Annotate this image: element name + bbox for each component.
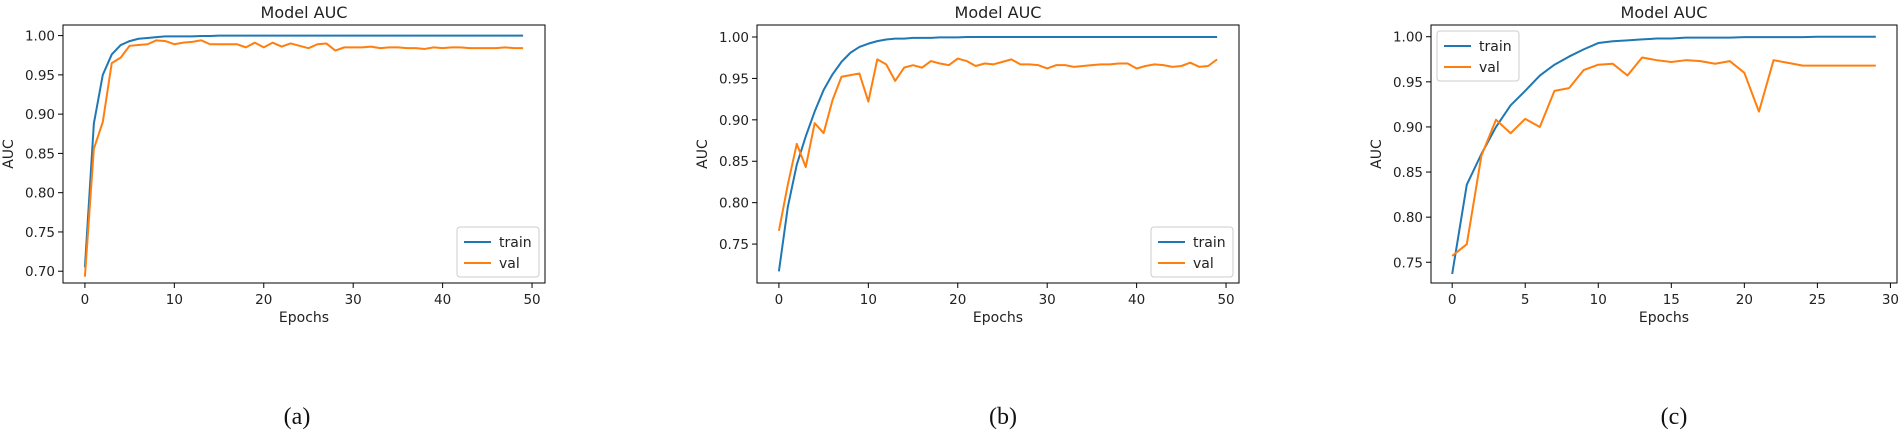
legend-label-train: train [1193,235,1226,251]
y-tick-label: 0.95 [719,71,749,87]
x-tick-label: 20 [949,292,966,308]
series-line-train [777,36,1218,272]
legend-label-val: val [1193,256,1214,272]
chart-title: Model AUC [955,3,1042,22]
y-tick-label: 1.00 [25,29,55,45]
x-tick-label: 50 [1217,292,1234,308]
x-tick-label: 40 [434,292,451,308]
legend-box [1436,30,1520,82]
x-tick-label: 40 [1128,292,1145,308]
legend-box [456,226,540,278]
x-tick-label: 20 [1736,292,1753,308]
legend-label-train: train [499,235,532,251]
axes-frame [1430,24,1898,284]
chart-title: Model AUC [1621,3,1708,22]
x-tick-label: 25 [1809,292,1826,308]
legend: train val [456,226,540,278]
x-tick-label: 30 [1039,292,1056,308]
y-tick-label: 0.75 [719,237,749,253]
y-tick-label: 0.80 [1393,210,1423,226]
legend-box [1150,226,1234,278]
chart-panel-0: Model AUC 0 10 20 30 40 50 0.70 0.75 0.80 0.85 0.90… [1,3,546,430]
x-tick-label: 0 [81,292,90,308]
x-axis-label: Epochs [1639,310,1689,326]
legend: train val [1150,226,1234,278]
y-axis-label: AUC [695,139,711,169]
legend-label-val: val [1479,60,1500,76]
y-tick-label: 0.95 [1393,75,1423,91]
series-line-train [1451,35,1876,275]
chart-panel-1: Model AUC 0 10 20 30 40 50 0.75 0.80 0.85 0.90 0.95… [695,3,1240,430]
axes-frame [756,24,1240,284]
x-axis-label: Epochs [279,310,329,326]
x-tick-label: 50 [523,292,540,308]
series-line-val [777,57,1218,232]
y-axis-label: AUC [1369,139,1385,169]
x-tick-label: 15 [1663,292,1680,308]
legend-label-train: train [1479,39,1512,55]
chart-panel-2: Model AUC 0 5 10 15 20 25 30 0.75 0.80 0.85 0.90 0.9… [1369,3,1899,430]
y-tick-label: 0.75 [1393,255,1423,271]
x-tick-label: 5 [1521,292,1530,308]
x-tick-label: 10 [166,292,183,308]
x-axis-label: Epochs [973,310,1023,326]
x-tick-label: 30 [1882,292,1899,308]
series-line-val [1451,56,1876,257]
y-tick-label: 0.95 [25,68,55,84]
x-tick-label: 0 [1448,292,1457,308]
y-tick-label: 0.80 [719,196,749,212]
y-tick-label: 0.75 [25,225,55,241]
series-line-val [83,39,524,277]
legend-label-val: val [499,256,520,272]
y-tick-label: 0.85 [719,154,749,170]
y-axis-label: AUC [1,139,17,169]
y-tick-label: 0.90 [25,107,55,123]
x-tick-label: 20 [255,292,272,308]
x-tick-label: 10 [860,292,877,308]
legend: train val [1436,30,1520,82]
y-tick-label: 1.00 [1393,30,1423,46]
series-line-train [83,34,524,268]
figure-caption: (a) [284,404,311,430]
figure-caption: (c) [1661,404,1688,430]
y-tick-label: 0.90 [1393,120,1423,136]
y-tick-label: 0.90 [719,113,749,129]
y-tick-label: 0.70 [25,264,55,280]
y-tick-label: 1.00 [719,30,749,46]
x-tick-label: 0 [775,292,784,308]
chart-title: Model AUC [261,3,348,22]
y-tick-label: 0.80 [25,186,55,202]
figure-caption: (b) [989,404,1017,430]
axes-frame [62,24,546,284]
x-tick-label: 10 [1590,292,1607,308]
x-tick-label: 30 [345,292,362,308]
y-tick-label: 0.85 [1393,165,1423,181]
y-tick-label: 0.85 [25,146,55,162]
